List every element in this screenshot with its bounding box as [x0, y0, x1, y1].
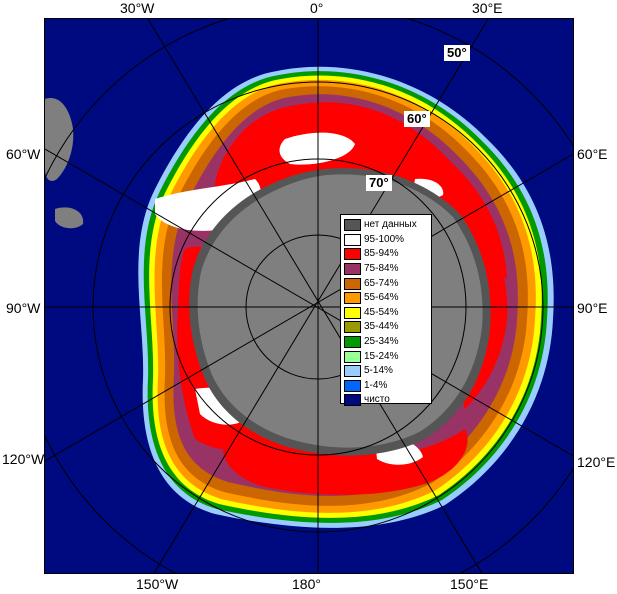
legend-item: 15-24%: [344, 349, 428, 364]
legend-swatch: [344, 263, 361, 276]
label-180-bottom: 180°: [292, 576, 321, 592]
label-30w-top: 30°W: [120, 0, 155, 16]
legend-swatch: [344, 292, 361, 305]
lat-label-50: 50°: [444, 45, 470, 61]
legend-swatch: [344, 365, 361, 378]
lat-label-70: 70°: [366, 175, 392, 191]
legend-label: нет данных: [364, 219, 417, 231]
ice-band-95-100-a: [279, 132, 355, 165]
label-120w-left: 120°W: [2, 451, 45, 467]
meridian-60w-120e: [45, 148, 573, 457]
legend-swatch: [344, 379, 361, 392]
south-america-land: [45, 98, 74, 181]
legend-item: 75-84%: [344, 262, 428, 277]
legend-label: 85-94%: [364, 248, 399, 260]
legend-swatch: [344, 394, 361, 407]
meridian-60e-120w: [45, 153, 573, 462]
legend-item: 65-74%: [344, 276, 428, 291]
graticule: [45, 19, 573, 573]
legend-item: 55-64%: [344, 291, 428, 306]
label-150w-bottom: 150°W: [136, 576, 179, 592]
legend-item: нет данных: [344, 218, 428, 233]
label-90e-right: 90°E: [577, 300, 608, 316]
lat-label-60: 60°: [404, 111, 430, 127]
legend-label: чисто: [364, 394, 390, 406]
meridian-30w-150e: [147, 19, 483, 573]
legend-label: 65-74%: [364, 277, 399, 289]
legend-item: 95-100%: [344, 233, 428, 248]
label-90w-left: 90°W: [6, 300, 41, 316]
legend-swatch: [344, 248, 361, 261]
label-150e-bottom: 150°E: [450, 576, 489, 592]
label-120e-right: 120°E: [577, 454, 616, 470]
legend-swatch: [344, 321, 361, 334]
map-canvas: [45, 19, 573, 573]
legend-label: 55-64%: [364, 292, 399, 304]
legend-item: 1-4%: [344, 379, 428, 394]
ice-concentration-legend: нет данных 95-100% 85-94% 75-84% 65-74% 55-64…: [340, 214, 432, 407]
label-60w-left: 60°W: [6, 146, 41, 162]
legend-swatch: [344, 336, 361, 349]
legend-item: чисто: [344, 393, 428, 408]
legend-label: 25-34%: [364, 336, 399, 348]
legend-item: 35-44%: [344, 320, 428, 335]
legend-item: 25-34%: [344, 335, 428, 350]
legend-swatch: [344, 350, 361, 363]
legend-swatch: [344, 306, 361, 319]
legend-label: 95-100%: [364, 233, 405, 245]
legend-item: 5-14%: [344, 364, 428, 379]
legend-swatch: [344, 219, 361, 232]
legend-item: 85-94%: [344, 247, 428, 262]
sea-ice-map: [44, 18, 574, 574]
legend-item: 45-54%: [344, 306, 428, 321]
legend-label: 75-84%: [364, 263, 399, 275]
legend-label: 1-4%: [364, 379, 388, 391]
label-30e-top: 30°E: [472, 0, 503, 16]
legend-label: 35-44%: [364, 321, 399, 333]
island-land: [55, 207, 84, 229]
legend-swatch: [344, 277, 361, 290]
label-0-top: 0°: [310, 0, 324, 16]
legend-label: 45-54%: [364, 306, 399, 318]
label-60e-right: 60°E: [577, 146, 608, 162]
legend-swatch: [344, 233, 361, 246]
legend-label: 5-14%: [364, 365, 393, 377]
meridian-30e-150w: [153, 19, 489, 573]
legend-label: 15-24%: [364, 350, 399, 362]
